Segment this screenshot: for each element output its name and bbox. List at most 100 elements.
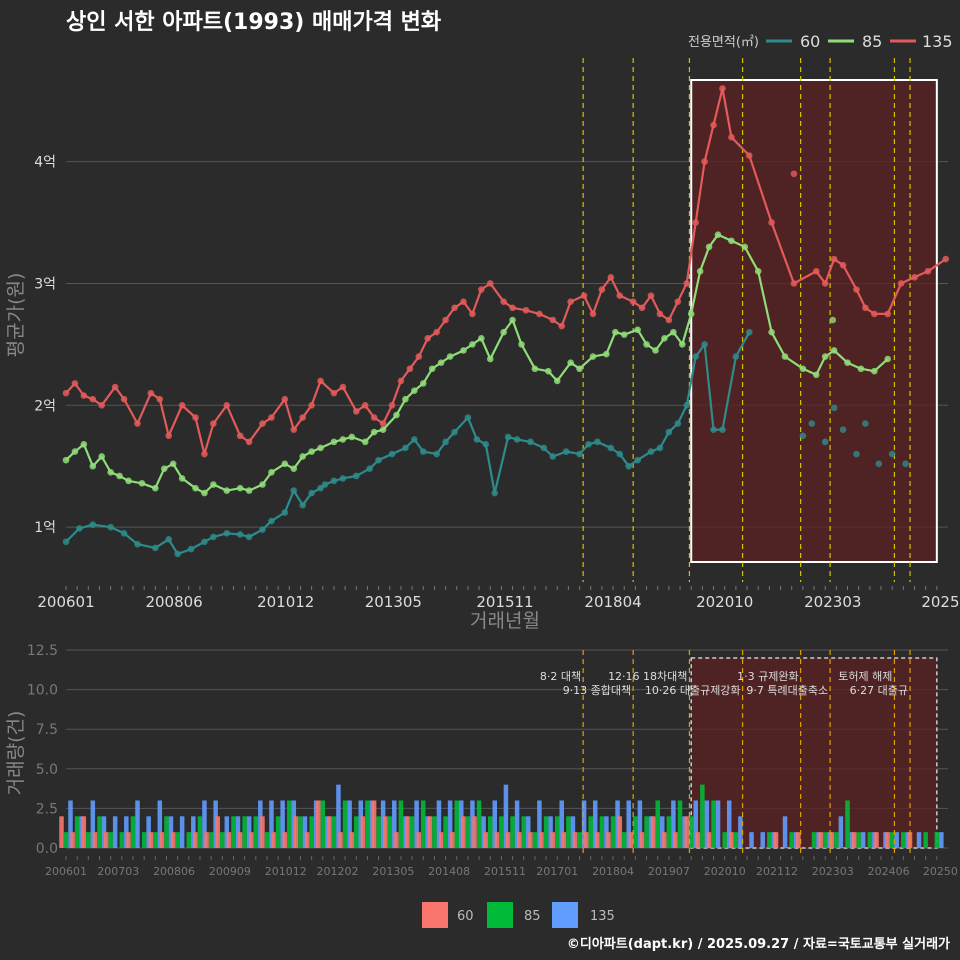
volume-bar-85 <box>231 816 236 848</box>
scatter-point-60 <box>799 432 807 440</box>
data-point-60 <box>719 426 726 433</box>
data-point-135 <box>299 414 306 421</box>
volume-bar-135 <box>392 800 397 848</box>
volume-bar-85 <box>733 832 739 848</box>
volume-bar-60 <box>561 832 567 848</box>
data-point-60 <box>165 536 173 543</box>
data-point-60 <box>656 444 664 452</box>
data-point-60 <box>134 540 141 548</box>
volume-bar-85 <box>119 832 125 848</box>
volume-bar-60 <box>226 832 232 848</box>
volume-bar-85 <box>722 832 727 848</box>
volume-bar-85 <box>655 800 660 848</box>
data-point-135 <box>665 316 673 324</box>
bar-legend-label-60: 60 <box>457 909 474 924</box>
data-point-60 <box>245 533 253 541</box>
data-point-135 <box>120 395 128 403</box>
volume-bar-85 <box>421 800 426 848</box>
data-point-85 <box>317 444 324 452</box>
data-point-135 <box>388 402 396 409</box>
volume-bar-60 <box>729 832 734 848</box>
volume-bar-135 <box>581 800 587 848</box>
volume-bar-85 <box>164 816 169 848</box>
volume-bar-135 <box>202 800 207 848</box>
volume-bar-85 <box>644 816 649 848</box>
volume-bar-60 <box>662 832 667 848</box>
volume-x-tick-label: 202406 <box>868 865 910 878</box>
data-point-135 <box>598 286 606 293</box>
volume-bar-60 <box>416 832 422 848</box>
volume-bar-85 <box>867 832 873 848</box>
data-point-60 <box>201 538 208 546</box>
data-point-60 <box>352 472 360 480</box>
volume-highlight-region <box>690 657 938 849</box>
volume-bar-85 <box>97 816 102 848</box>
x-tick-label: 2025 <box>921 593 959 611</box>
data-point-85 <box>138 479 146 487</box>
volume-bar-135 <box>626 800 631 848</box>
data-point-60 <box>375 456 382 464</box>
data-point-60 <box>451 428 458 436</box>
volume-panel: 0.0 2.5 5.0 7.5 10.0 12.5 8·2 대책9·13 종합대책12·16… <box>27 643 958 878</box>
data-point-85 <box>871 367 878 375</box>
data-point-60 <box>732 353 740 360</box>
data-point-135 <box>862 304 869 312</box>
volume-bar-85 <box>588 816 593 848</box>
volume-bar-85 <box>566 816 571 848</box>
volume-bar-85 <box>688 816 694 848</box>
data-point-135 <box>308 402 315 409</box>
volume-y-tick-label: 12.5 <box>27 643 58 659</box>
data-point-85 <box>518 341 525 348</box>
volume-y-tick-label: 10.0 <box>27 683 58 699</box>
data-point-135 <box>236 432 244 440</box>
data-point-85 <box>469 341 476 348</box>
data-point-135 <box>379 420 387 427</box>
data-point-85 <box>201 489 208 497</box>
volume-bar-135 <box>503 784 509 848</box>
data-point-60 <box>402 444 409 452</box>
data-point-60 <box>210 533 217 541</box>
x-tick-label: 202303 <box>804 593 861 611</box>
data-point-60 <box>513 436 521 443</box>
data-point-85 <box>603 350 610 358</box>
data-point-135 <box>111 383 119 391</box>
data-point-60 <box>62 538 70 546</box>
volume-bar-85 <box>700 784 705 848</box>
volume-x-tick-label: 201511 <box>484 865 526 878</box>
data-point-135 <box>616 292 624 299</box>
volume-bar-85 <box>789 832 794 848</box>
data-point-135 <box>424 334 432 342</box>
scatter-point-60 <box>875 460 883 468</box>
data-point-85 <box>620 331 628 338</box>
volume-bar-135 <box>592 800 598 848</box>
volume-bar-85 <box>521 816 526 848</box>
policy-note-label: 9·7 특례대출축소 <box>746 684 828 697</box>
data-point-85 <box>478 334 485 342</box>
data-point-135 <box>558 322 566 330</box>
volume-bar-60 <box>103 832 109 848</box>
data-point-60 <box>665 428 673 436</box>
scatter-point-60 <box>839 426 847 433</box>
data-point-85 <box>98 453 106 460</box>
policy-note-label: 12·16 18차대책 <box>608 670 687 683</box>
volume-bar-60 <box>215 816 221 848</box>
policy-note-label: 10·26 대출규제강화 <box>645 684 741 697</box>
data-point-60 <box>625 462 632 470</box>
data-point-85 <box>844 359 851 366</box>
scatter-point-60 <box>902 460 909 468</box>
data-point-135 <box>719 85 726 92</box>
volume-bar-85 <box>287 800 292 848</box>
data-point-135 <box>638 304 646 312</box>
data-point-135 <box>589 310 597 318</box>
data-point-85 <box>460 347 467 354</box>
volume-x-tick-label: 201408 <box>428 865 470 878</box>
volume-bar-85 <box>153 832 158 848</box>
data-point-135 <box>768 219 775 226</box>
volume-y-tick-label: 2.5 <box>36 801 58 817</box>
x-axis-title: 거래년월 <box>470 610 540 632</box>
volume-bar-135 <box>447 800 453 848</box>
data-point-135 <box>830 255 838 263</box>
volume-y-tick-label: 0.0 <box>36 841 58 857</box>
volume-y-tick-label: 7.5 <box>36 722 58 738</box>
volume-bar-60 <box>706 832 712 848</box>
